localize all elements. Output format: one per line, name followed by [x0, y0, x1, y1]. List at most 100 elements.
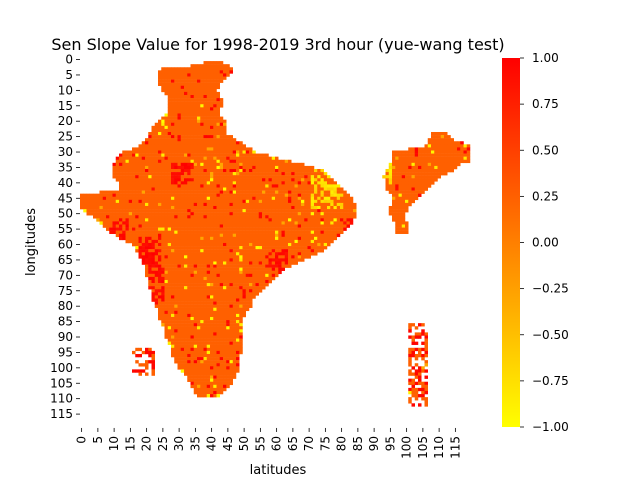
heatmap-cell — [187, 107, 191, 111]
heatmap-cell — [447, 147, 451, 151]
heatmap-cell — [226, 332, 230, 336]
heatmap-cell — [252, 273, 256, 278]
heatmap-cell — [236, 357, 240, 361]
heatmap-cell — [187, 378, 191, 382]
heatmap-cell — [167, 165, 172, 170]
heatmap-cell — [424, 156, 428, 160]
heatmap-cell — [434, 168, 438, 173]
heatmap-cell — [141, 141, 146, 145]
heatmap-cell — [190, 249, 194, 253]
heatmap-cell — [395, 175, 399, 179]
heatmap-cell — [304, 233, 308, 238]
heatmap-cell — [184, 267, 188, 271]
heatmap-cell — [258, 255, 263, 259]
heatmap-cell — [424, 360, 428, 364]
heatmap-cell — [258, 199, 263, 204]
heatmap-cell — [226, 193, 230, 197]
heatmap-cell — [301, 249, 305, 253]
heatmap-cell — [177, 202, 181, 207]
heatmap-cell — [219, 323, 224, 327]
heatmap-cell — [154, 230, 159, 234]
heatmap-cell — [200, 227, 204, 231]
heatmap-cell — [151, 289, 155, 293]
heatmap-cell — [187, 246, 191, 250]
heatmap-cell — [184, 273, 188, 278]
heatmap-cell — [239, 144, 243, 148]
heatmap-cell — [171, 215, 175, 219]
heatmap-cell — [99, 199, 103, 204]
heatmap-cell — [245, 168, 250, 173]
heatmap-cell — [320, 178, 324, 182]
heatmap-cell — [414, 326, 419, 330]
heatmap-cell — [284, 196, 289, 201]
heatmap-cell — [288, 261, 292, 265]
heatmap-cell — [187, 233, 191, 238]
heatmap-cell — [288, 184, 292, 188]
heatmap-cell — [200, 104, 204, 108]
heatmap-cell — [174, 326, 178, 330]
heatmap-cell — [112, 218, 116, 222]
heatmap-cell — [229, 369, 233, 373]
heatmap-cell — [161, 267, 165, 271]
heatmap-cell — [184, 252, 188, 256]
heatmap-cell — [414, 335, 419, 339]
heatmap-cell — [184, 242, 188, 247]
heatmap-cell — [297, 187, 302, 191]
heatmap-cell — [210, 156, 214, 160]
heatmap-cell — [229, 224, 233, 228]
heatmap-cell — [141, 175, 146, 179]
heatmap-cell — [161, 125, 165, 130]
heatmap-cell — [424, 390, 428, 395]
heatmap-cell — [119, 196, 123, 201]
heatmap-cell — [278, 209, 282, 213]
heatmap-cell — [148, 249, 152, 253]
heatmap-cell — [167, 295, 172, 299]
heatmap-cell — [226, 276, 230, 281]
heatmap-cell — [154, 184, 159, 188]
heatmap-cell — [392, 181, 396, 185]
heatmap-cell — [200, 246, 204, 250]
heatmap-cell — [112, 209, 116, 213]
heatmap-cell — [135, 193, 139, 197]
heatmap-cell — [154, 292, 159, 296]
heatmap-cell — [197, 159, 201, 164]
heatmap-cell — [171, 313, 175, 318]
heatmap-cell — [210, 310, 214, 315]
heatmap-cell — [219, 338, 224, 342]
heatmap-cell — [229, 227, 233, 231]
heatmap-cell — [232, 338, 237, 342]
heatmap-cell — [232, 252, 237, 256]
heatmap-cell — [291, 172, 295, 176]
heatmap-cell — [232, 215, 237, 219]
heatmap-cell — [310, 212, 315, 216]
heatmap-cell — [229, 301, 233, 305]
heatmap-cell — [307, 190, 311, 194]
heatmap-cell — [135, 246, 139, 250]
heatmap-cell — [180, 255, 185, 259]
heatmap-cell — [424, 335, 428, 339]
heatmap-cell — [154, 122, 159, 127]
heatmap-cell — [203, 150, 207, 154]
heatmap-cell — [184, 70, 188, 74]
heatmap-cell — [453, 159, 458, 164]
heatmap-cell — [122, 162, 126, 167]
heatmap-cell — [314, 252, 318, 256]
heatmap-cell — [203, 147, 207, 151]
heatmap-cell — [437, 131, 441, 136]
heatmap-cell — [190, 215, 194, 219]
heatmap-cell — [408, 175, 412, 179]
heatmap-cell — [177, 335, 181, 339]
heatmap-cell — [112, 168, 116, 173]
heatmap-cell — [336, 221, 341, 225]
heatmap-cell — [223, 316, 227, 321]
heatmap-cell — [278, 215, 282, 219]
heatmap-cell — [206, 221, 211, 225]
colorbar-tick-label: −1.00 — [532, 420, 569, 434]
heatmap-cell — [184, 304, 188, 308]
heatmap-cell — [167, 338, 172, 342]
heatmap-cell — [154, 159, 159, 164]
heatmap-cell — [317, 190, 321, 194]
heatmap-cell — [294, 187, 298, 191]
heatmap-cell — [226, 178, 230, 182]
heatmap-cell — [197, 116, 201, 120]
